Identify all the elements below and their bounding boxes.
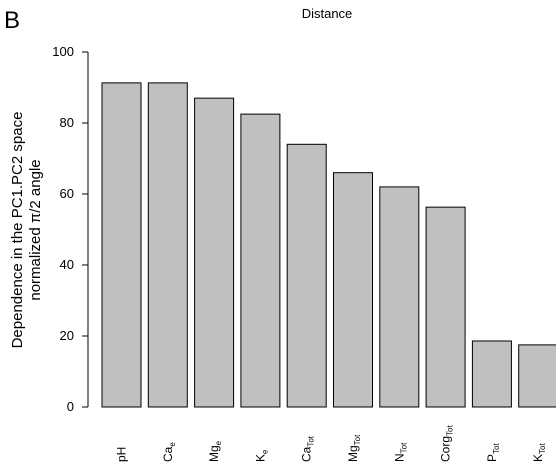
bar xyxy=(518,344,556,408)
x-tick-label-subscript: Tot xyxy=(538,443,547,454)
x-tick-label: CorgTot xyxy=(439,425,455,462)
x-tick-label: NTot xyxy=(392,442,408,462)
x-tick-label-subscript: Tot xyxy=(307,435,316,446)
x-tick-label-base: Ca xyxy=(161,446,175,462)
x-tick-label-subscript: Tot xyxy=(446,425,455,436)
x-tick-label-base: Mg xyxy=(207,445,221,462)
x-tick-label: KTot xyxy=(531,443,547,462)
x-tick-label-base: K xyxy=(253,454,267,462)
bar xyxy=(425,206,466,408)
y-tick-label: 80 xyxy=(60,115,74,130)
y-tick-label: 0 xyxy=(67,399,74,414)
x-tick-label-base: P xyxy=(485,454,499,462)
x-tick-label-subscript: e xyxy=(260,449,269,454)
y-tick-label: 40 xyxy=(60,257,74,272)
x-tick-label-subscript: Tot xyxy=(399,442,408,453)
x-tick-label: Ke xyxy=(253,449,269,462)
x-tick-label: CaTot xyxy=(300,435,316,462)
x-tick-label-base: Corg xyxy=(439,436,453,462)
x-tick-label-subscript: Tot xyxy=(353,434,362,445)
x-tick-label: MgTot xyxy=(346,434,362,462)
x-tick-label-subscript: e xyxy=(214,440,223,445)
bar xyxy=(194,97,235,408)
x-tick-label: pH xyxy=(115,447,129,462)
x-tick-label: Cae xyxy=(161,442,177,462)
x-tick-label: Mge xyxy=(207,440,223,462)
bar xyxy=(471,340,512,408)
x-tick-label: PTot xyxy=(485,443,501,462)
x-tick-label-base: Ca xyxy=(300,446,314,462)
bar xyxy=(286,143,327,408)
y-tick-label: 60 xyxy=(60,186,74,201)
chart-title: Distance xyxy=(302,6,353,21)
bar xyxy=(240,113,281,408)
y-tick-label: 20 xyxy=(60,328,74,343)
x-tick-label-base: Mg xyxy=(346,445,360,462)
x-tick-label-subscript: Tot xyxy=(492,443,501,454)
bar xyxy=(101,82,142,408)
panel-letter: B xyxy=(4,7,20,34)
x-tick-label-base: K xyxy=(531,454,545,462)
y-tick-label: 100 xyxy=(52,44,74,59)
x-tick-label-subscript: e xyxy=(168,442,177,447)
x-tick-label-base: pH xyxy=(115,447,129,462)
bar xyxy=(333,172,373,408)
y-axis-label: normalized π/2 angle xyxy=(27,159,44,300)
bar xyxy=(147,82,188,408)
x-tick-label-base: N xyxy=(392,453,406,462)
y-axis-label: Dependence in the PC1.PC2 space xyxy=(9,112,26,349)
bar xyxy=(379,186,420,408)
